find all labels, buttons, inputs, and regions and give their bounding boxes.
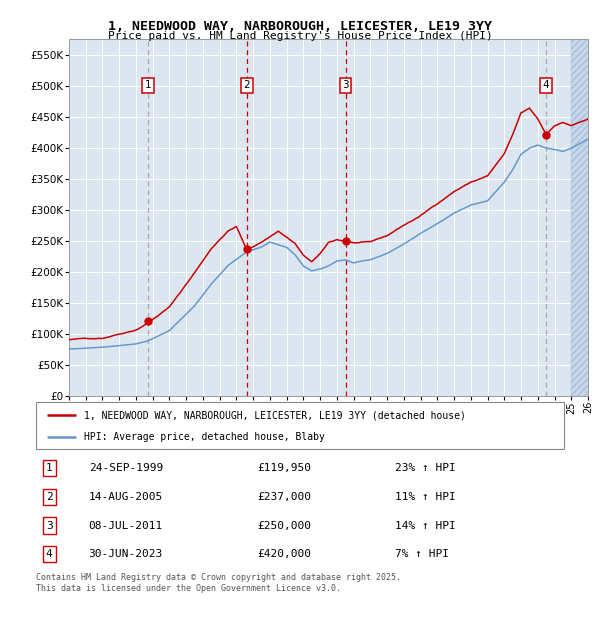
Text: 1, NEEDWOOD WAY, NARBOROUGH, LEICESTER, LE19 3YY: 1, NEEDWOOD WAY, NARBOROUGH, LEICESTER, …: [108, 20, 492, 33]
Text: 30-JUN-2023: 30-JUN-2023: [89, 549, 163, 559]
Text: 7% ↑ HPI: 7% ↑ HPI: [395, 549, 449, 559]
Text: 3: 3: [342, 81, 349, 91]
Text: 24-SEP-1999: 24-SEP-1999: [89, 463, 163, 473]
Text: 1: 1: [145, 81, 152, 91]
Text: £119,950: £119,950: [257, 463, 311, 473]
Text: 11% ↑ HPI: 11% ↑ HPI: [395, 492, 456, 502]
Text: 14-AUG-2005: 14-AUG-2005: [89, 492, 163, 502]
Text: £250,000: £250,000: [257, 521, 311, 531]
Text: 1, NEEDWOOD WAY, NARBOROUGH, LEICESTER, LE19 3YY (detached house): 1, NEEDWOOD WAY, NARBOROUGH, LEICESTER, …: [83, 410, 466, 420]
Text: 4: 4: [543, 81, 550, 91]
Text: 4: 4: [46, 549, 53, 559]
Text: Contains HM Land Registry data © Crown copyright and database right 2025.
This d: Contains HM Land Registry data © Crown c…: [36, 574, 401, 593]
FancyBboxPatch shape: [36, 402, 564, 449]
Text: HPI: Average price, detached house, Blaby: HPI: Average price, detached house, Blab…: [83, 432, 325, 442]
Text: 08-JUL-2011: 08-JUL-2011: [89, 521, 163, 531]
Bar: [571, 39, 600, 396]
Text: £420,000: £420,000: [257, 549, 311, 559]
Text: 2: 2: [46, 492, 53, 502]
Text: Price paid vs. HM Land Registry's House Price Index (HPI): Price paid vs. HM Land Registry's House …: [107, 31, 493, 41]
Text: 14% ↑ HPI: 14% ↑ HPI: [395, 521, 456, 531]
Text: 1: 1: [46, 463, 53, 473]
Text: 3: 3: [46, 521, 53, 531]
Text: £237,000: £237,000: [257, 492, 311, 502]
Text: 2: 2: [244, 81, 250, 91]
Text: 23% ↑ HPI: 23% ↑ HPI: [395, 463, 456, 473]
